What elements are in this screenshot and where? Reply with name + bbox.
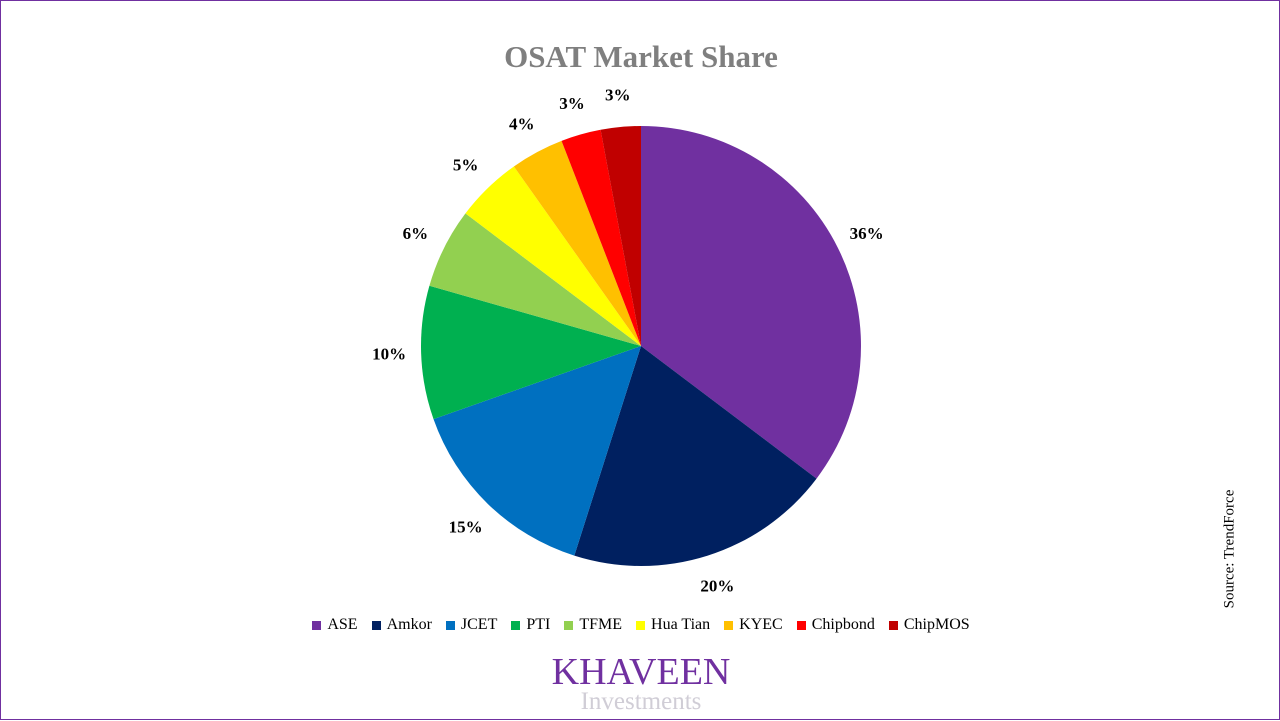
legend-label: Amkor [386,616,432,633]
pie-slice-jcet [433,346,641,556]
legend-label: ASE [327,616,358,633]
legend-swatch [564,620,574,630]
chart-title: OSAT Market Share [504,39,778,74]
data-label-jcet: 15% [449,517,483,536]
legend-item-ase: ASE [312,616,358,634]
legend-item-kyec: KYEC [724,616,783,634]
logo-main-text: KHAVEEN [551,651,731,693]
legend-item-tfme: TFME [564,616,622,634]
legend-swatch [888,620,898,630]
data-label-ase: 36% [850,224,884,243]
legend-swatch [796,620,806,630]
legend-label: ChipMOS [903,616,970,633]
legend-label: TFME [579,616,623,633]
pie-slice-tfme [429,213,641,346]
legend-swatch [724,620,734,630]
pie-slice-chipmos [600,126,641,346]
legend-swatch [636,620,646,630]
legend-label: Hua Tian [651,616,711,633]
legend-item-hua-tian: Hua Tian [636,616,710,634]
legend-item-chipbond: Chipbond [796,616,875,634]
legend-swatch [371,620,381,630]
data-label-chipbond: 3% [559,94,585,113]
pie-slice-chipbond [561,129,641,346]
legend-item-amkor: Amkor [371,616,432,634]
legend-label: JCET [460,616,498,633]
legend-item-jcet: JCET [445,616,498,634]
khaveen-logo: KHAVEEN Investments [1,653,1280,714]
data-label-chipmos: 3% [605,86,631,105]
legend-swatch [312,620,322,630]
pie-slice-pti [421,285,641,420]
pie-slice-ase [641,126,861,479]
pie-slice-hua-tian [465,166,641,346]
legend-label: Chipbond [811,616,875,633]
legend-label: KYEC [739,616,783,633]
legend-swatch [445,620,455,630]
legend-item-pti: PTI [511,616,550,634]
data-label-pti: 10% [372,344,406,363]
pie-slice-kyec [513,140,641,346]
data-label-hua-tian: 5% [453,156,479,175]
data-label-tfme: 6% [403,224,429,243]
legend-item-chipmos: ChipMOS [888,616,970,634]
legend-swatch [511,620,521,630]
chart-legend: ASE Amkor JCET PTI TFME Hua Tian KYEC Chipbond C… [1,616,1280,634]
pie-slice-amkor [574,346,817,567]
legend-label: PTI [526,616,551,633]
data-label-amkor: 20% [700,577,734,596]
logo-sub-text: Investments [580,688,702,715]
source-note: Source: TrendForce [1221,489,1238,609]
data-label-kyec: 4% [509,115,535,134]
